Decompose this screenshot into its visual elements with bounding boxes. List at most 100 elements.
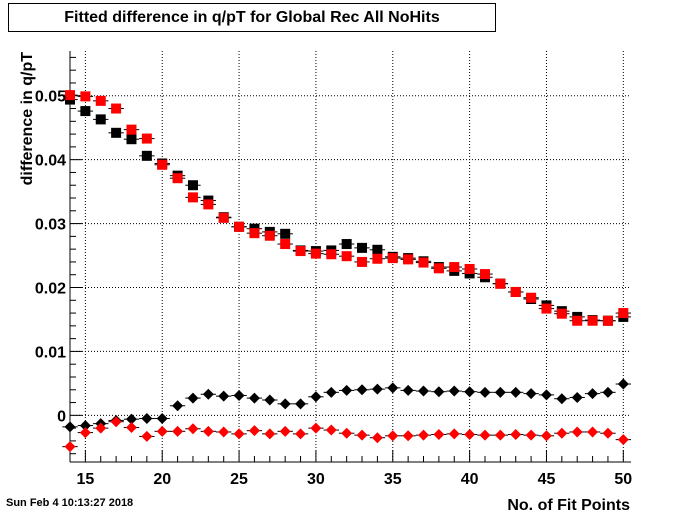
data-point-square — [341, 251, 352, 262]
data-point-diamond — [172, 400, 184, 412]
data-point-square — [218, 212, 229, 223]
data-point-square — [387, 253, 398, 264]
data-point-square — [587, 315, 598, 326]
data-point-square — [295, 246, 306, 257]
data-point-diamond — [341, 384, 353, 396]
series-0 — [62, 94, 631, 326]
data-point-diamond — [571, 391, 583, 403]
y-axis-label: difference in q/pT — [19, 52, 36, 186]
data-point-diamond — [525, 388, 537, 400]
data-point-diamond — [587, 388, 599, 400]
data-point-diamond — [156, 425, 168, 437]
data-point-diamond — [494, 429, 506, 441]
data-point-diamond — [172, 425, 184, 437]
data-point-square — [80, 91, 91, 102]
data-point-diamond — [602, 427, 614, 439]
data-point-square — [280, 228, 291, 239]
data-point-diamond — [125, 421, 137, 433]
data-point-square — [602, 315, 613, 326]
data-point-diamond — [218, 390, 230, 402]
data-point-diamond — [141, 413, 153, 425]
data-point-diamond — [295, 398, 307, 410]
data-point-square — [249, 228, 260, 239]
data-point-diamond — [187, 423, 199, 435]
x-axis-label: No. of Fit Points — [507, 497, 630, 514]
data-point-square — [203, 199, 214, 210]
series-2 — [62, 378, 631, 433]
data-point-diamond — [510, 386, 522, 398]
data-point-diamond — [387, 382, 399, 394]
data-point-square — [618, 308, 629, 319]
data-point-diamond — [248, 392, 260, 404]
data-point-diamond — [325, 386, 337, 398]
x-tick-label: 25 — [230, 471, 248, 488]
data-point-diamond — [341, 427, 353, 439]
data-point-diamond — [556, 393, 568, 405]
y-tick-label: 0.01 — [35, 344, 66, 361]
data-point-diamond — [64, 421, 76, 433]
data-point-diamond — [141, 430, 153, 442]
data-point-diamond — [525, 429, 537, 441]
data-point-diamond — [371, 432, 383, 444]
data-point-diamond — [402, 430, 414, 442]
x-tick-label: 40 — [461, 471, 479, 488]
data-point-square — [141, 133, 152, 144]
data-point-diamond — [218, 426, 230, 438]
data-point-diamond — [433, 429, 445, 441]
data-point-diamond — [187, 392, 199, 404]
y-tick-label: 0.03 — [35, 217, 66, 234]
data-point-diamond — [617, 378, 629, 390]
timestamp-label: Sun Feb 4 10:13:27 2018 — [6, 497, 134, 509]
data-point-square — [479, 269, 490, 280]
data-point-square — [357, 256, 368, 267]
data-point-diamond — [279, 398, 291, 410]
x-tick-label: 35 — [384, 471, 402, 488]
series-3 — [62, 416, 631, 453]
data-point-square — [341, 239, 352, 250]
data-point-square — [95, 95, 106, 106]
y-tick-label: 0.02 — [35, 281, 66, 298]
data-point-square — [264, 230, 275, 241]
data-point-square — [172, 173, 183, 184]
y-tick-label: 0 — [57, 408, 66, 425]
data-point-square — [541, 303, 552, 314]
data-point-square — [95, 114, 106, 125]
data-point-square — [372, 253, 383, 264]
data-point-diamond — [510, 429, 522, 441]
x-tick-label: 15 — [76, 471, 94, 488]
data-point-diamond — [448, 428, 460, 440]
data-point-square — [126, 124, 137, 135]
data-point-diamond — [356, 429, 368, 441]
data-point-square — [111, 127, 122, 138]
data-point-diamond — [156, 413, 168, 425]
data-point-square — [403, 254, 414, 265]
data-point-diamond — [356, 384, 368, 396]
data-point-diamond — [479, 386, 491, 398]
y-tick-label: 0.05 — [35, 89, 66, 106]
data-point-square — [280, 239, 291, 250]
data-point-diamond — [371, 383, 383, 395]
data-point-diamond — [464, 429, 476, 441]
data-point-square — [157, 159, 168, 170]
data-point-diamond — [325, 424, 337, 436]
data-point-square — [449, 262, 460, 273]
data-point-square — [572, 315, 583, 326]
data-point-square — [556, 308, 567, 319]
data-point-diamond — [79, 427, 91, 439]
data-point-diamond — [479, 429, 491, 441]
data-point-square — [357, 242, 368, 253]
data-point-square — [65, 90, 75, 101]
data-point-diamond — [494, 386, 506, 398]
data-point-square — [526, 292, 537, 303]
data-point-diamond — [264, 428, 276, 440]
data-point-diamond — [233, 390, 245, 402]
data-point-diamond — [202, 388, 214, 400]
data-point-square — [187, 180, 198, 191]
data-point-square — [126, 134, 137, 145]
data-point-diamond — [571, 426, 583, 438]
data-point-diamond — [248, 425, 260, 437]
data-point-diamond — [448, 385, 460, 397]
data-point-diamond — [587, 426, 599, 438]
data-point-diamond — [540, 430, 552, 442]
data-point-diamond — [617, 434, 629, 446]
